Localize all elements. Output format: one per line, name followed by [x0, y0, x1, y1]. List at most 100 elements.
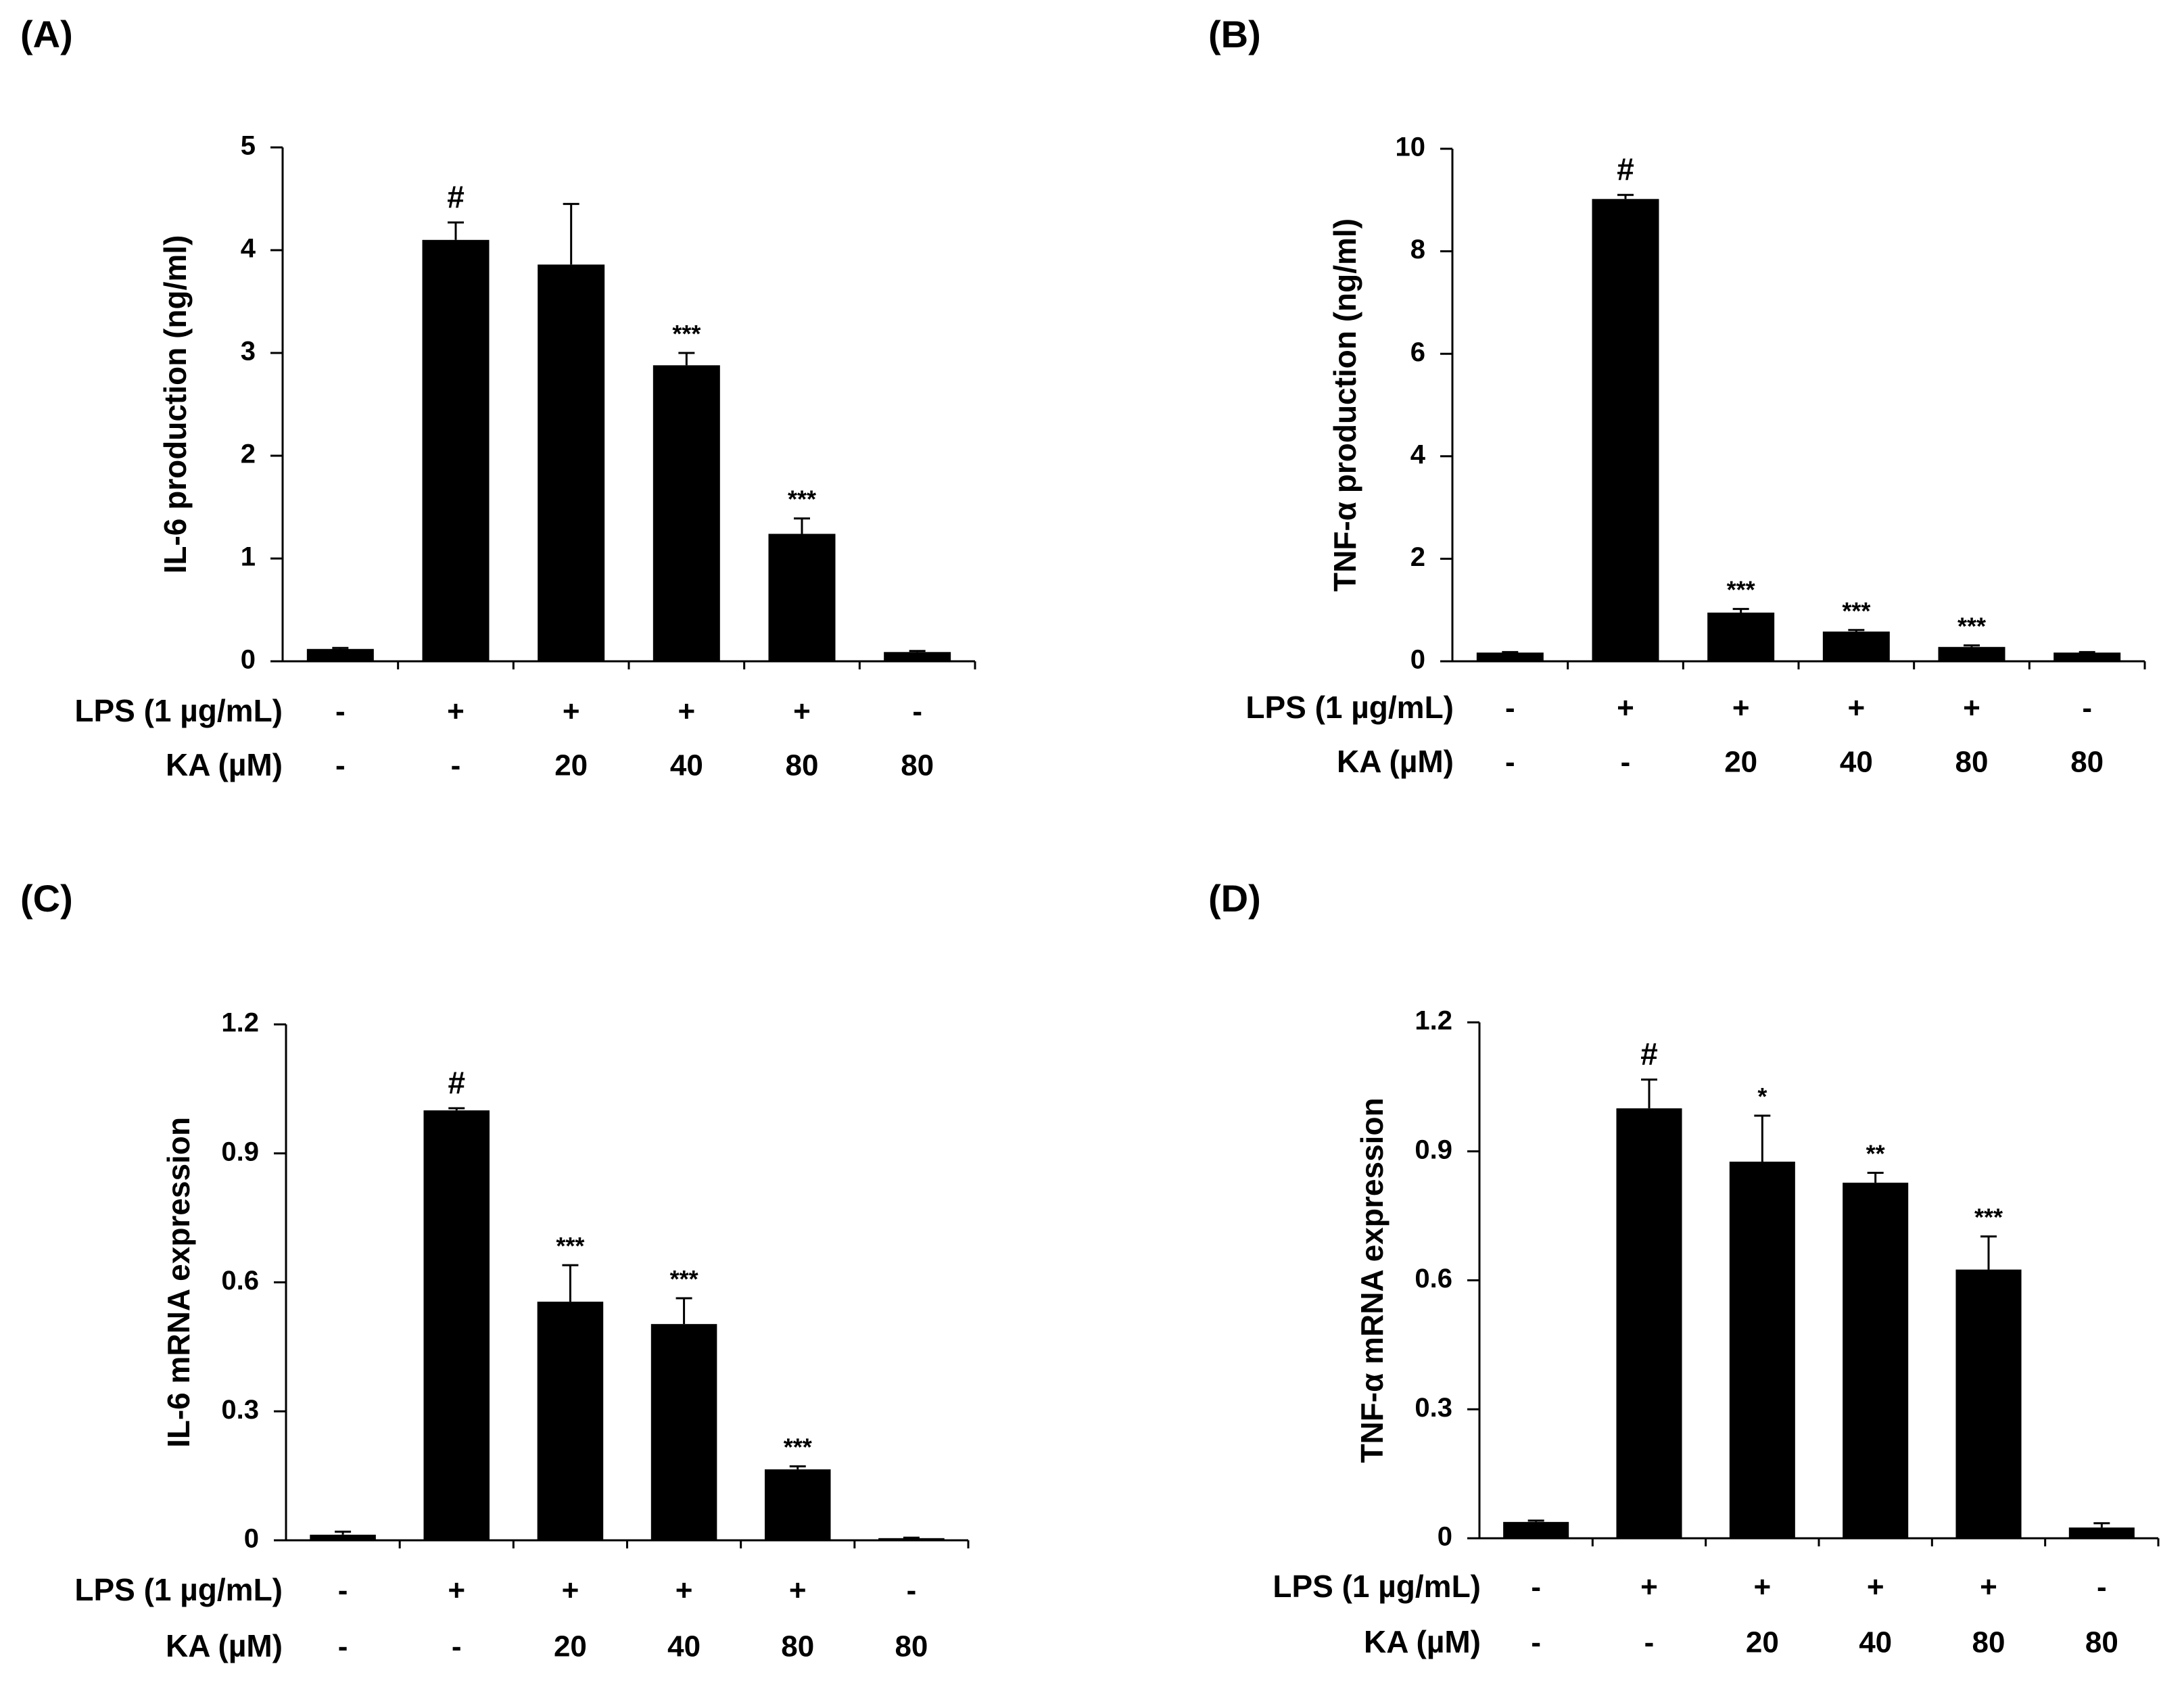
y-tick-label: 1.2	[221, 1008, 259, 1038]
y-tick-label: 0	[1438, 1522, 1452, 1552]
panel-label: (D)	[1208, 877, 1261, 920]
bar	[2068, 1527, 2135, 1538]
significance-label: ***	[670, 1265, 698, 1293]
y-tick-label: 0	[244, 1524, 259, 1554]
condition-row-label: KA (µM)	[166, 1628, 283, 1663]
significance-label: ***	[1727, 576, 1755, 604]
condition-value: 80	[781, 1630, 814, 1663]
y-tick-label: 5	[241, 131, 256, 161]
significance-label: ***	[1974, 1204, 2003, 1231]
condition-value: 80	[1955, 746, 1989, 779]
condition-value: -	[2097, 1571, 2107, 1604]
y-tick-label: 2	[1410, 542, 1425, 572]
condition-value: -	[1531, 1626, 1541, 1659]
y-tick-label: 0.9	[221, 1137, 259, 1166]
condition-value: +	[1980, 1571, 1997, 1604]
condition-value: -	[338, 1574, 348, 1607]
bar	[2054, 652, 2121, 661]
condition-value: 20	[554, 749, 588, 782]
significance-label: **	[1866, 1140, 1885, 1168]
bar	[652, 365, 720, 661]
significance-label: ***	[788, 485, 816, 513]
bar	[1707, 612, 1775, 661]
y-tick-label: 2	[241, 440, 256, 469]
condition-value: +	[789, 1574, 807, 1607]
condition-value: +	[675, 1574, 693, 1607]
significance-label: ***	[1842, 597, 1870, 625]
y-axis-label: IL-6 mRNA expression	[161, 1117, 196, 1448]
bar	[1476, 652, 1544, 661]
chart-panel: (C) 0 0.3 0.6 0.9 1.2 IL-6 mRNA expression # ***…	[20, 877, 970, 1663]
condition-value: 40	[1840, 746, 1873, 779]
bar	[650, 1324, 717, 1540]
condition-row-label: LPS (1 µg/mL)	[1273, 1569, 1481, 1604]
significance-label: ***	[672, 320, 701, 348]
y-tick-label: 4	[1410, 440, 1426, 469]
y-tick-label: 8	[1410, 235, 1425, 264]
condition-value: -	[1644, 1626, 1655, 1659]
condition-value: 40	[670, 749, 703, 782]
condition-value: -	[338, 1630, 348, 1663]
bar	[538, 264, 605, 661]
significance-label: #	[1640, 1037, 1658, 1072]
bar	[310, 1534, 376, 1540]
bar	[1822, 632, 1890, 661]
y-tick-label: 6	[1410, 337, 1425, 367]
condition-row-label: LPS (1 µg/mL)	[74, 693, 283, 728]
y-tick-label: 1	[241, 542, 256, 572]
bar	[537, 1302, 604, 1540]
condition-value: +	[1963, 692, 1980, 725]
bar	[768, 533, 836, 661]
y-tick-label: 3	[241, 337, 256, 366]
bar	[1955, 1269, 2022, 1538]
condition-value: 80	[895, 1630, 928, 1663]
chart-panel: (A) 0 1 2 3 4 5 IL-6 production (ng/ml) # *** *** L…	[20, 13, 976, 782]
y-axis-label: TNF-α production (ng/ml)	[1327, 218, 1362, 592]
y-tick-label: 0.3	[221, 1395, 259, 1425]
condition-value: -	[335, 695, 346, 728]
significance-label: ***	[784, 1433, 812, 1461]
condition-value: 20	[1746, 1626, 1779, 1659]
condition-value: -	[1505, 746, 1515, 779]
y-tick-label: 10	[1396, 133, 1426, 162]
y-tick-label: 0	[241, 645, 256, 675]
condition-value: +	[1640, 1571, 1658, 1604]
condition-row-label: LPS (1 µg/mL)	[1245, 690, 1454, 725]
condition-row-label: LPS (1 µg/mL)	[74, 1572, 283, 1607]
condition-value: +	[562, 1574, 579, 1607]
y-tick-label: 0.6	[221, 1266, 259, 1296]
condition-value: +	[1847, 692, 1865, 725]
condition-value: 20	[554, 1630, 587, 1663]
condition-value: +	[447, 695, 465, 728]
significance-label: ***	[556, 1232, 584, 1260]
condition-value: 80	[2070, 746, 2104, 779]
condition-value: 40	[667, 1630, 701, 1663]
condition-value: +	[678, 695, 695, 728]
condition-value: +	[563, 695, 580, 728]
significance-label: *	[1757, 1083, 1767, 1110]
panel-label: (A)	[20, 13, 73, 55]
bar	[1503, 1521, 1569, 1538]
condition-value: 80	[901, 749, 934, 782]
chart-panel: (B) 0 2 4 6 8 10 TNF-α production (ng/ml) # *** **…	[1208, 13, 2146, 779]
condition-value: -	[1531, 1571, 1541, 1604]
condition-value: +	[1732, 692, 1750, 725]
condition-row-label: KA (µM)	[166, 747, 283, 782]
y-tick-label: 1.2	[1415, 1006, 1452, 1036]
y-axis-label: IL-6 production (ng/ml)	[158, 235, 193, 574]
condition-value: -	[335, 749, 346, 782]
panel-label: (C)	[20, 877, 73, 920]
y-tick-label: 0.3	[1415, 1393, 1452, 1423]
condition-row-label: KA (µM)	[1337, 744, 1454, 779]
condition-value: +	[793, 695, 811, 728]
bar	[306, 648, 374, 661]
bar	[1616, 1108, 1682, 1538]
condition-value: -	[452, 1630, 462, 1663]
y-tick-label: 0.9	[1415, 1135, 1452, 1164]
bar	[1938, 646, 2005, 661]
condition-value: +	[1617, 692, 1634, 725]
condition-value: +	[1867, 1571, 1884, 1604]
condition-value: 80	[1972, 1626, 2005, 1659]
bar	[1843, 1183, 1909, 1538]
